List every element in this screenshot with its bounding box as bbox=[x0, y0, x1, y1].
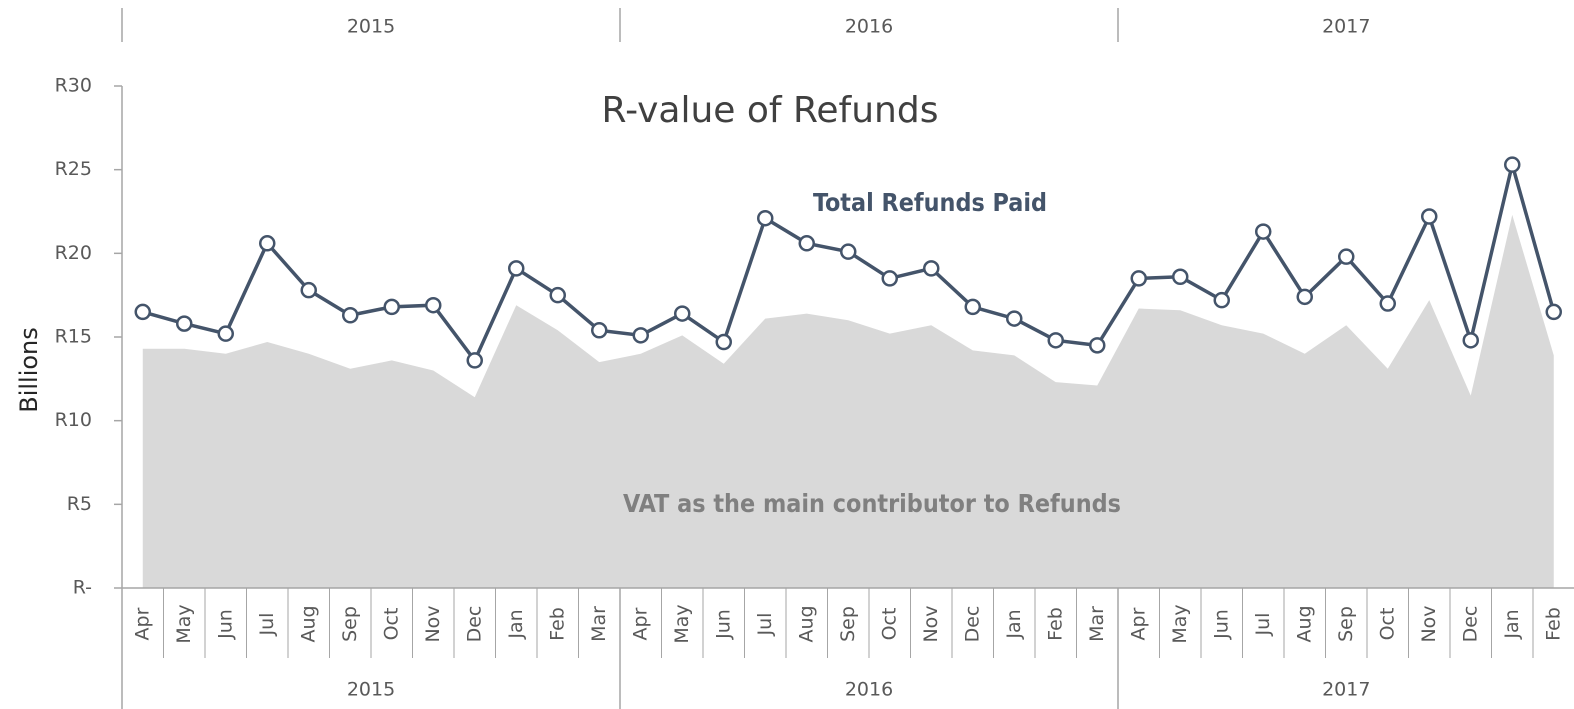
y-tick-label: R15 bbox=[55, 326, 92, 348]
x-tick-label: Aug bbox=[1293, 605, 1315, 642]
point bbox=[259, 235, 276, 252]
point bbox=[134, 303, 151, 321]
x-tick-label: Nov bbox=[422, 605, 444, 642]
point bbox=[1462, 332, 1479, 349]
x-tick-label: Nov bbox=[1418, 605, 1440, 642]
point bbox=[1172, 268, 1189, 286]
point bbox=[300, 281, 317, 299]
x-tick-label: Apr bbox=[629, 607, 651, 640]
x-tick-label: Apr bbox=[131, 607, 153, 640]
x-tick-label: Dec bbox=[1459, 606, 1481, 643]
x-tick-label: Mar bbox=[588, 606, 610, 642]
x-tick-label: Apr bbox=[1127, 607, 1149, 640]
year-label: 2017 bbox=[1322, 679, 1370, 701]
point bbox=[1421, 208, 1438, 225]
point bbox=[964, 298, 981, 316]
point bbox=[1338, 248, 1355, 265]
x-tick-label: Aug bbox=[795, 605, 817, 642]
x-tick-label: Jan bbox=[505, 609, 527, 639]
x-tick-label: Aug bbox=[297, 605, 319, 642]
year-label: 2015 bbox=[347, 16, 395, 38]
point bbox=[549, 286, 566, 304]
point bbox=[1213, 291, 1230, 309]
point bbox=[1089, 337, 1106, 354]
x-tick-label: Jul bbox=[256, 613, 278, 637]
x-tick-label: Jun bbox=[214, 609, 236, 640]
point bbox=[715, 333, 732, 351]
x-tick-label: Nov bbox=[920, 605, 942, 642]
area bbox=[142, 214, 1554, 588]
y-tick-label: R5 bbox=[67, 493, 92, 515]
x-tick-label: May bbox=[671, 604, 693, 643]
x-tick-label: Jan bbox=[1501, 609, 1523, 639]
point bbox=[1255, 223, 1272, 240]
chart-title: R-value of Refunds bbox=[602, 90, 939, 131]
x-tick-label: Jul bbox=[1252, 613, 1274, 637]
x-tick-label: Sep bbox=[1335, 606, 1357, 642]
x-tick-label: Oct bbox=[878, 608, 900, 641]
point bbox=[591, 322, 608, 339]
point bbox=[1379, 295, 1396, 312]
point bbox=[923, 260, 940, 277]
year-label: 2016 bbox=[845, 679, 893, 701]
x-tick-label: May bbox=[173, 604, 195, 643]
x-tick-label: Feb bbox=[1542, 607, 1564, 641]
point bbox=[1047, 332, 1064, 349]
point bbox=[342, 306, 359, 324]
x-tick-label: Oct bbox=[380, 608, 402, 641]
point bbox=[1006, 310, 1023, 327]
y-tick-label: R25 bbox=[55, 158, 92, 180]
point bbox=[674, 305, 691, 322]
y-tick-label: R- bbox=[73, 577, 92, 599]
point bbox=[840, 243, 857, 260]
y-tick-label: R10 bbox=[55, 409, 92, 431]
point bbox=[1504, 156, 1521, 173]
x-tick-label: Dec bbox=[961, 606, 983, 643]
point bbox=[383, 298, 400, 316]
x-tick-label: May bbox=[1169, 604, 1191, 643]
x-tick-label: Mar bbox=[1086, 606, 1108, 642]
point bbox=[1130, 270, 1147, 287]
x-tick-label: Feb bbox=[546, 607, 568, 641]
series-label: Total Refunds Paid bbox=[813, 188, 1047, 217]
x-tick-label: Jan bbox=[1003, 609, 1025, 639]
x-tick-label: Dec bbox=[463, 606, 485, 643]
year-label: 2016 bbox=[845, 16, 893, 38]
x-tick-label: Jul bbox=[754, 613, 776, 637]
point bbox=[1545, 303, 1562, 321]
x-tick-label: Feb bbox=[1044, 607, 1066, 641]
series-label: VAT as the main contributor to Refunds bbox=[623, 489, 1121, 518]
point bbox=[466, 352, 483, 369]
year-label: 2015 bbox=[347, 679, 395, 701]
x-tick-label: Jun bbox=[712, 609, 734, 640]
point bbox=[425, 296, 442, 314]
x-tick-label: Sep bbox=[837, 606, 859, 642]
year-label: 2017 bbox=[1322, 16, 1370, 38]
point bbox=[176, 315, 193, 332]
point bbox=[881, 270, 898, 287]
y-tick-label: R20 bbox=[55, 242, 92, 264]
point bbox=[798, 235, 815, 252]
point bbox=[1296, 288, 1313, 306]
y-tick-label: R30 bbox=[55, 75, 92, 97]
point bbox=[508, 260, 525, 277]
point bbox=[217, 325, 234, 342]
x-tick-label: Jun bbox=[1210, 609, 1232, 640]
x-tick-label: Sep bbox=[339, 606, 361, 642]
x-tick-label: Oct bbox=[1376, 608, 1398, 641]
point bbox=[757, 209, 774, 227]
y-axis-label: Billions bbox=[15, 327, 43, 413]
point bbox=[632, 327, 649, 344]
